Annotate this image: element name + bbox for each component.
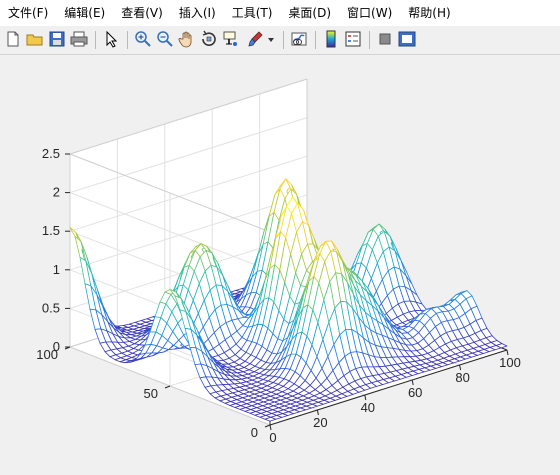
back-wall-pane: [70, 79, 307, 347]
new-figure-icon[interactable]: [3, 29, 23, 49]
print-icon[interactable]: [69, 29, 89, 49]
z-tick-label: 1.5: [42, 223, 60, 238]
x-tick-mark: [459, 364, 462, 371]
show-plot-tools-icon[interactable]: [397, 29, 417, 49]
x-tick-label: 20: [313, 415, 327, 430]
menu-insert[interactable]: 插入(I): [178, 6, 216, 20]
menu-bar: 文件(F) 编辑(E) 查看(V) 插入(I) 工具(T) 桌面(D) 窗口(W…: [0, 0, 560, 26]
x-tick-label: 100: [499, 355, 521, 370]
grid-line: [69, 155, 308, 232]
menu-edit[interactable]: 编辑(E): [64, 6, 106, 20]
mesh-cell: [495, 343, 508, 349]
link-plot-icon[interactable]: [289, 29, 309, 49]
brush-dropdown-icon[interactable]: [266, 29, 276, 49]
x-tick-label: 40: [361, 400, 375, 415]
save-icon[interactable]: [47, 29, 67, 49]
colorbar-icon[interactable]: [321, 29, 341, 49]
figure-toolbar: [0, 26, 560, 55]
menu-tools[interactable]: 工具(T): [231, 6, 273, 20]
grid-line: [69, 194, 308, 271]
z-tick-label: 2: [53, 185, 60, 200]
data-cursor-icon[interactable]: [221, 29, 241, 49]
figure-canvas: 0 20 40 60 80 100 0 50 100 0 0.5 1 1.5 2 2.5: [0, 55, 560, 475]
edit-plot-arrow-icon[interactable]: [101, 29, 121, 49]
z-tick-label: 1: [53, 262, 60, 277]
brush-icon[interactable]: [245, 29, 265, 49]
box-edge: [69, 78, 308, 155]
menu-window[interactable]: 窗口(W): [347, 6, 393, 20]
x-tick-mark: [411, 379, 414, 386]
surface-mesh: [69, 178, 508, 422]
grid-line: [69, 192, 271, 272]
y-tick-mark: [264, 424, 271, 428]
x-axis-line: [269, 349, 508, 426]
hide-plot-tools-icon[interactable]: [375, 29, 395, 49]
zoom-in-icon[interactable]: [133, 29, 153, 49]
legend-icon[interactable]: [343, 29, 363, 49]
y-tick-label: 100: [36, 347, 58, 362]
x-tick-mark: [269, 424, 272, 431]
menu-view[interactable]: 查看(V): [121, 6, 163, 20]
zoom-out-icon[interactable]: [155, 29, 175, 49]
x-tick-label: 0: [269, 430, 276, 445]
pan-hand-icon[interactable]: [177, 29, 197, 49]
z-tick-label: 2.5: [42, 146, 60, 161]
x-tick-label: 80: [455, 370, 469, 385]
z-tick-label: 0: [53, 339, 60, 354]
menu-file[interactable]: 文件(F): [8, 6, 49, 20]
x-tick-label: 60: [408, 385, 422, 400]
y-tick-label: 50: [144, 386, 158, 401]
menu-help[interactable]: 帮助(H): [408, 6, 451, 20]
rotate-3d-icon[interactable]: [199, 29, 219, 49]
box-edge: [69, 153, 271, 233]
z-tick-label: 0.5: [42, 300, 60, 315]
menu-desktop[interactable]: 桌面(D): [288, 6, 332, 20]
y-tick-label: 0: [251, 425, 258, 440]
open-file-icon[interactable]: [25, 29, 45, 49]
y-tick-mark: [164, 385, 171, 389]
grid-line: [69, 117, 308, 194]
x-tick-mark: [364, 394, 367, 401]
x-tick-mark: [506, 349, 509, 356]
x-tick-mark: [316, 409, 319, 416]
